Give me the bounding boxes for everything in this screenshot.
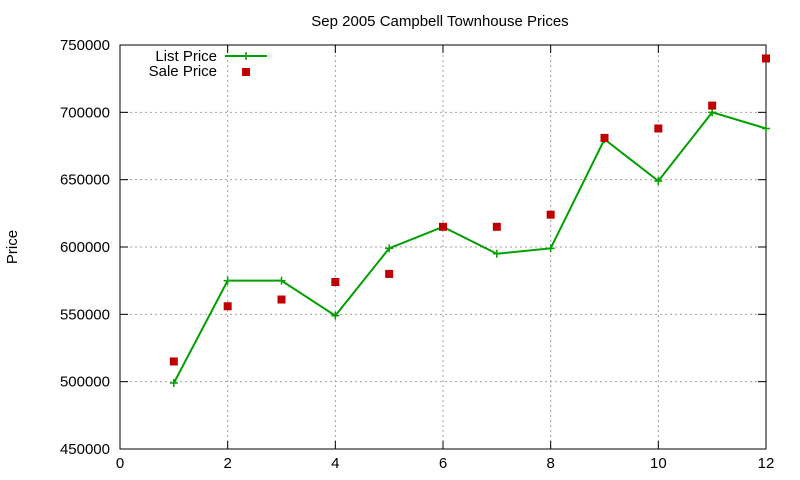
y-tick-label: 700000 [60,104,110,121]
legend: List Price Sale Price [149,48,267,80]
list-price-point [492,249,501,258]
legend-plus-marker [242,52,250,60]
legend-label-sale-price: Sale Price [149,63,217,80]
list-price-line [172,111,767,384]
legend-marker-sale-price [242,68,250,76]
sale-price-point [546,210,555,219]
chart-title: Sep 2005 Campbell Townhouse Prices [311,13,568,30]
x-tick-label: 8 [546,455,554,472]
y-tick-label: 550000 [60,306,110,323]
legend-marker-list-price [242,52,250,60]
list-price-point [762,124,770,133]
list-price-point [169,379,178,388]
list-price-point [546,244,555,253]
sale-price-point [277,295,286,304]
sale-price-point [223,302,232,311]
y-tick-label: 450000 [60,441,110,458]
list-price-point [331,311,340,320]
x-tick-label: 4 [331,455,339,472]
sale-price-point [654,124,663,133]
sale-price-point [492,222,501,231]
x-tick-label: 6 [439,455,447,472]
sale-price-point [385,269,394,278]
x-tick-label: 10 [650,455,667,472]
axis-ticks: 0 2 4 6 8 10 12 450000 500000 550000 600000 650000 7… [60,37,774,472]
sale-price-point [762,54,770,63]
series-layer [169,54,770,388]
y-tick-label: 650000 [60,172,110,189]
list-price-point [277,276,286,285]
grid-lines [120,45,766,449]
sale-price-point [331,278,340,287]
list-price-point [708,108,717,117]
x-tick-label: 12 [758,455,775,472]
x-tick-label: 2 [223,455,231,472]
list-price-point [385,244,394,253]
sale-price-point [600,133,609,142]
y-axis-label: Price [4,230,21,264]
sale-price-point [708,101,717,110]
list-price-point [654,177,663,186]
y-tick-label: 600000 [60,239,110,256]
y-tick-label: 500000 [60,374,110,391]
x-tick-label: 0 [116,455,124,472]
sale-price-point [169,357,178,366]
sale-price-point [439,222,447,231]
y-tick-label: 750000 [60,37,110,54]
legend-label-list-price: List Price [155,48,217,65]
list-price-point [223,276,232,285]
